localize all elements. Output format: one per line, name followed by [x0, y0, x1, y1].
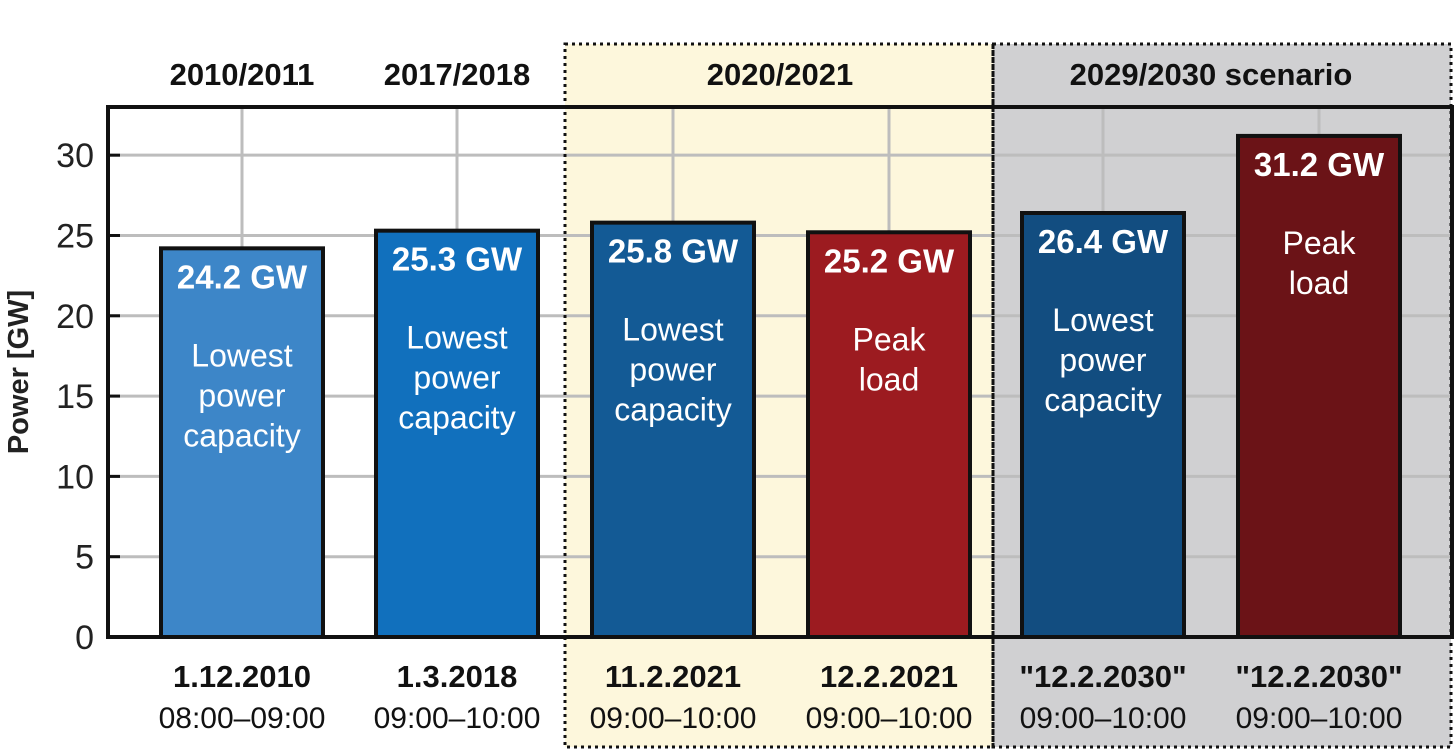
bar-value-label: 26.4 GW — [1038, 223, 1169, 260]
x-time-label: 09:00–10:00 — [1236, 702, 1403, 735]
bar-description-label: load — [859, 361, 920, 397]
bar — [1236, 133, 1402, 639]
x-time-label: 09:00–10:00 — [374, 702, 541, 735]
y-tick-label: 5 — [75, 539, 94, 577]
bar-description-label: Lowest — [622, 312, 724, 348]
bar-value-label: 31.2 GW — [1254, 146, 1385, 183]
bar-description-label: capacity — [614, 392, 731, 428]
bar-description-label: power — [1059, 342, 1147, 378]
x-time-label: 09:00–10:00 — [806, 702, 973, 735]
bar-description-label: Lowest — [191, 337, 293, 373]
bar — [1020, 211, 1186, 639]
bar-description-label: Lowest — [1052, 302, 1154, 338]
bar — [590, 220, 756, 640]
y-tick-label: 20 — [56, 298, 94, 336]
group-title: 2020/2021 — [707, 57, 854, 92]
x-time-label: 09:00–10:00 — [1020, 702, 1187, 735]
group-border — [563, 42, 995, 749]
bar-description-label: capacity — [183, 417, 300, 453]
x-date-label: 12.2.2021 — [820, 659, 958, 694]
bar — [806, 230, 972, 639]
y-axis-label: Power [GW] — [3, 290, 35, 454]
x-date-label: "12.2.2030" — [1235, 659, 1402, 694]
bar-description-label: capacity — [398, 400, 515, 436]
group-title: 2017/2018 — [384, 57, 531, 92]
group-title: 2029/2030 scenario — [1070, 57, 1353, 92]
bar-description-label: Peak — [853, 321, 927, 357]
x-date-label: 11.2.2021 — [605, 659, 741, 694]
bar-description-label: power — [413, 360, 501, 396]
x-date-label: 1.3.2018 — [397, 659, 518, 694]
bar-value-label: 24.2 GW — [177, 258, 308, 295]
bar-description-label: Peak — [1283, 225, 1357, 261]
y-tick-label: 10 — [56, 458, 94, 496]
bar-description-label: Lowest — [406, 320, 508, 356]
bar-description-label: power — [198, 377, 286, 413]
y-tick-label: 30 — [56, 137, 94, 175]
bar-description-label: load — [1289, 265, 1350, 301]
bar-value-label: 25.3 GW — [392, 241, 523, 278]
x-date-label: "12.2.2030" — [1019, 659, 1186, 694]
bar-description-label: capacity — [1044, 382, 1161, 418]
x-date-label: 1.12.2010 — [173, 659, 311, 694]
bar-value-label: 25.2 GW — [824, 242, 955, 279]
y-tick-label: 15 — [56, 378, 94, 416]
group-title: 2010/2011 — [170, 57, 315, 92]
bar-description-label: power — [629, 352, 717, 388]
y-tick-label: 0 — [75, 619, 94, 657]
bar-value-label: 25.8 GW — [608, 233, 739, 270]
y-tick-label: 25 — [56, 217, 94, 255]
x-time-label: 08:00–09:00 — [159, 702, 326, 735]
x-time-label: 09:00–10:00 — [590, 702, 757, 735]
